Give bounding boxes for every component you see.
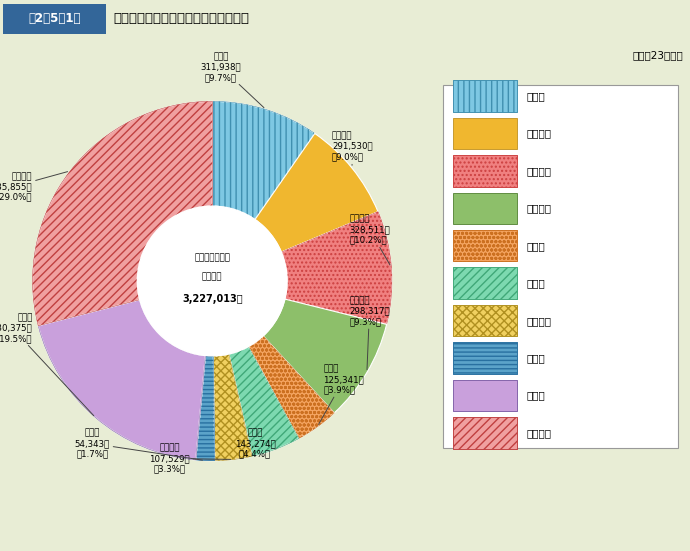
FancyBboxPatch shape (453, 342, 517, 374)
Wedge shape (213, 101, 315, 219)
Text: 精神系
125,341人
（3.9%）: 精神系 125,341人 （3.9%） (319, 365, 364, 424)
Text: 心疾患等: 心疾患等 (526, 128, 551, 138)
Text: 3,227,013人: 3,227,013人 (182, 294, 243, 304)
Text: 呼吸器系: 呼吸器系 (526, 203, 551, 213)
FancyBboxPatch shape (453, 267, 517, 299)
Text: （平成23年中）: （平成23年中） (632, 50, 683, 60)
Text: 不明確等: 不明確等 (526, 428, 551, 438)
Text: その他: その他 (526, 391, 545, 401)
Wedge shape (38, 300, 206, 460)
Wedge shape (263, 299, 386, 413)
FancyBboxPatch shape (453, 80, 517, 112)
Text: その他
630,375人
（19.5%）: その他 630,375人 （19.5%） (0, 313, 94, 416)
Text: 感覚系: 感覚系 (526, 278, 545, 288)
FancyBboxPatch shape (453, 380, 517, 412)
Text: 消化器系
328,511人
（10.2%）: 消化器系 328,511人 （10.2%） (349, 215, 390, 265)
Text: 消化器系: 消化器系 (526, 166, 551, 176)
Text: 呼吸器系
298,317人
（9.3%）: 呼吸器系 298,317人 （9.3%） (349, 296, 390, 370)
FancyBboxPatch shape (453, 192, 517, 224)
Wedge shape (229, 347, 299, 456)
FancyBboxPatch shape (453, 417, 517, 449)
FancyBboxPatch shape (3, 4, 106, 34)
Text: 泌尿器系: 泌尿器系 (526, 316, 551, 326)
Text: 泌尿器系
107,529人
（3.3%）: 泌尿器系 107,529人 （3.3%） (149, 444, 230, 473)
Wedge shape (32, 101, 213, 326)
Text: 感覚系
143,274人
（4.4%）: 感覚系 143,274人 （4.4%） (235, 429, 276, 458)
Wedge shape (248, 336, 334, 439)
FancyBboxPatch shape (443, 85, 678, 448)
Circle shape (137, 206, 287, 356)
Text: 急病疾病分類別: 急病疾病分類別 (195, 253, 230, 262)
Wedge shape (196, 355, 215, 461)
FancyBboxPatch shape (453, 155, 517, 187)
Text: 脳疾患: 脳疾患 (526, 91, 545, 101)
Text: 急病に係る疾病分類別搬送人員の状況: 急病に係る疾病分類別搬送人員の状況 (114, 12, 250, 25)
Wedge shape (213, 354, 252, 461)
Text: 精神系: 精神系 (526, 241, 545, 251)
FancyBboxPatch shape (453, 305, 517, 337)
Wedge shape (282, 212, 392, 325)
Wedge shape (255, 133, 378, 252)
Text: 脳疾患
311,938人
（9.7%）: 脳疾患 311,938人 （9.7%） (201, 52, 264, 107)
FancyBboxPatch shape (453, 230, 517, 262)
Text: 第2－5－1図: 第2－5－1図 (28, 12, 81, 25)
Text: 心疾患等
291,530人
（9.0%）: 心疾患等 291,530人 （9.0%） (332, 131, 373, 165)
Text: 新生物: 新生物 (526, 353, 545, 363)
Text: 新生物
54,343人
（1.7%）: 新生物 54,343人 （1.7%） (75, 429, 202, 460)
Text: 不明確等
935,855人
（29.0%）: 不明確等 935,855人 （29.0%） (0, 171, 68, 202)
Text: 搬送人員: 搬送人員 (202, 272, 222, 281)
FancyBboxPatch shape (453, 117, 517, 149)
